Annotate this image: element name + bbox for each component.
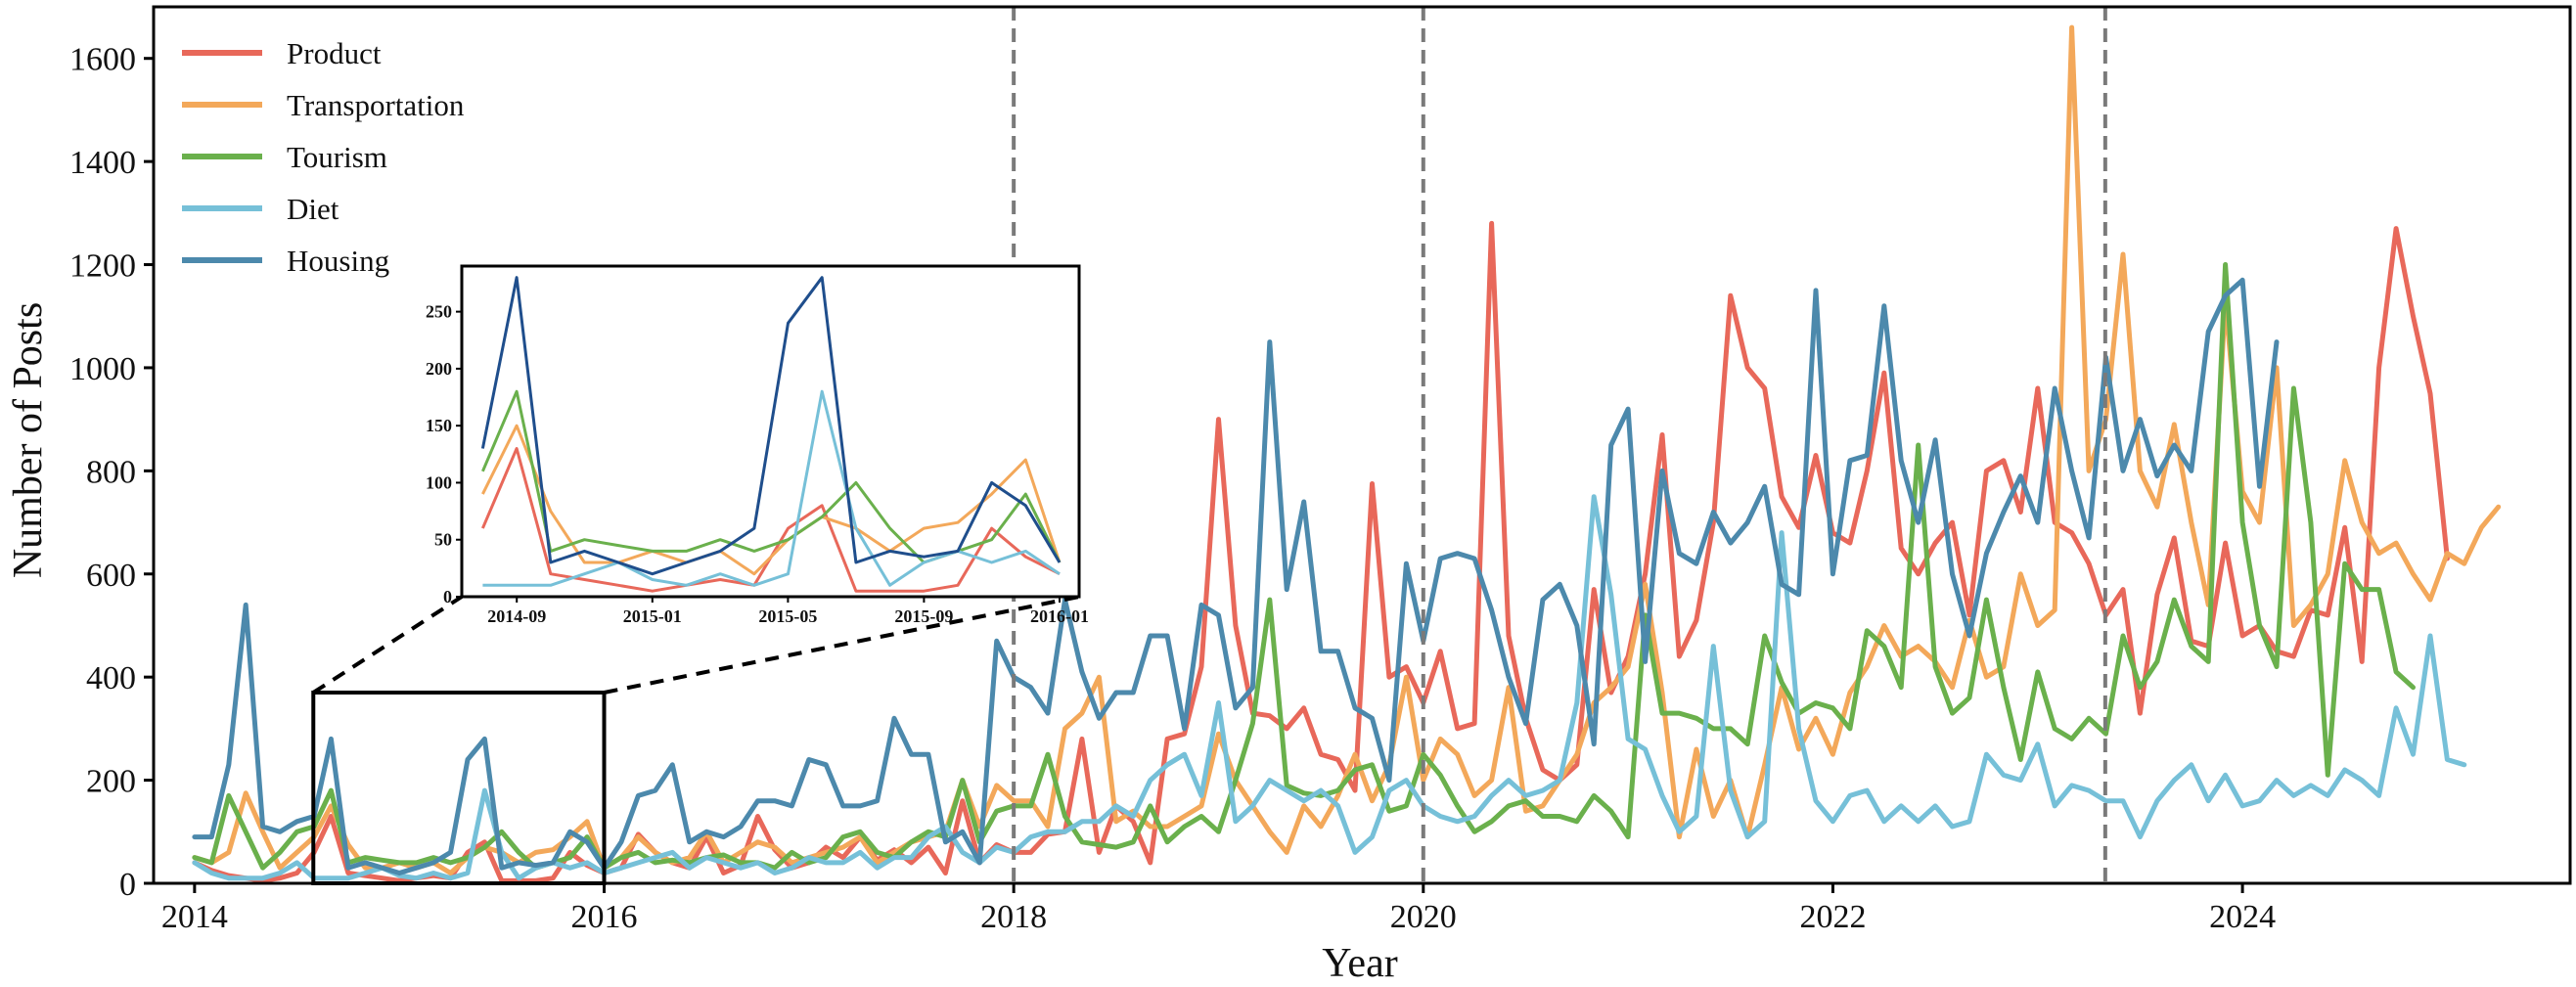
inset-x-tick-label: 2015-05 (758, 606, 817, 626)
y-tick-label: 1000 (69, 351, 136, 387)
legend-label-tourism: Tourism (287, 140, 387, 174)
plot-frame-group (152, 5, 2572, 885)
inset-y-tick-label: 200 (426, 359, 452, 379)
series-line-transportation (192, 24, 2502, 875)
main-series-group (192, 24, 2502, 883)
series-line-housing (192, 277, 2280, 875)
y-tick-label: 1400 (69, 145, 136, 181)
series-line-product (192, 220, 2450, 883)
inset-series-line-housing (480, 276, 1062, 576)
x-tick-label: 2016 (571, 899, 638, 935)
inset-y-tick-label: 50 (434, 530, 452, 550)
plot-frame (152, 5, 2572, 885)
inset-y-tick-label: 0 (443, 587, 452, 606)
y-tick-label: 600 (86, 558, 136, 594)
legend: Product Transportation Tourism Diet Housing (182, 36, 465, 278)
y-tick-label: 400 (86, 660, 136, 696)
inset-x-tick-label: 2015-01 (623, 606, 682, 626)
inset-series-line-tourism (481, 389, 1062, 564)
y-tick-label: 1600 (69, 42, 136, 78)
legend-label-product: Product (287, 36, 382, 70)
inset-x-tick-label: 2016-01 (1030, 606, 1089, 626)
zoom-connector-right (604, 595, 1080, 695)
x-tick-label: 2024 (2209, 899, 2276, 935)
x-tick-label: 2018 (980, 899, 1047, 935)
y-axis-title: Number of Posts (6, 302, 51, 578)
y-tick-label: 0 (119, 867, 136, 903)
x-axis-title: Year (1322, 941, 1397, 982)
inset-x-tick-label: 2015-09 (894, 606, 953, 626)
legend-label-housing: Housing (287, 244, 389, 278)
inset-y-tick-label: 150 (426, 416, 452, 435)
x-tick-label: 2014 (161, 899, 228, 935)
x-tick-label: 2020 (1390, 899, 1457, 935)
y-tick-label: 1200 (69, 248, 136, 285)
y-tick-label: 800 (86, 454, 136, 490)
series-line-tourism (192, 262, 2416, 871)
zoom-connector-left (312, 595, 464, 695)
axis-ticks-group: 2014 2016 2018 2020 2022 2024 0 200 400 600 800 100… (69, 42, 2276, 935)
inset-chart: 0 50 100 150 200 250 2014-09 2015-01 2015-05 2015… (426, 264, 1089, 626)
series-line-diet (192, 494, 2467, 881)
legend-label-diet: Diet (287, 192, 339, 226)
inset-x-tick-label: 2014-09 (487, 606, 546, 626)
y-tick-label: 200 (86, 764, 136, 800)
inset-y-tick-label: 250 (426, 302, 452, 322)
x-tick-label: 2022 (1799, 899, 1866, 935)
legend-label-transportation: Transportation (287, 88, 465, 122)
inset-series-line-diet (482, 389, 1061, 587)
inset-y-tick-label: 100 (426, 472, 452, 492)
